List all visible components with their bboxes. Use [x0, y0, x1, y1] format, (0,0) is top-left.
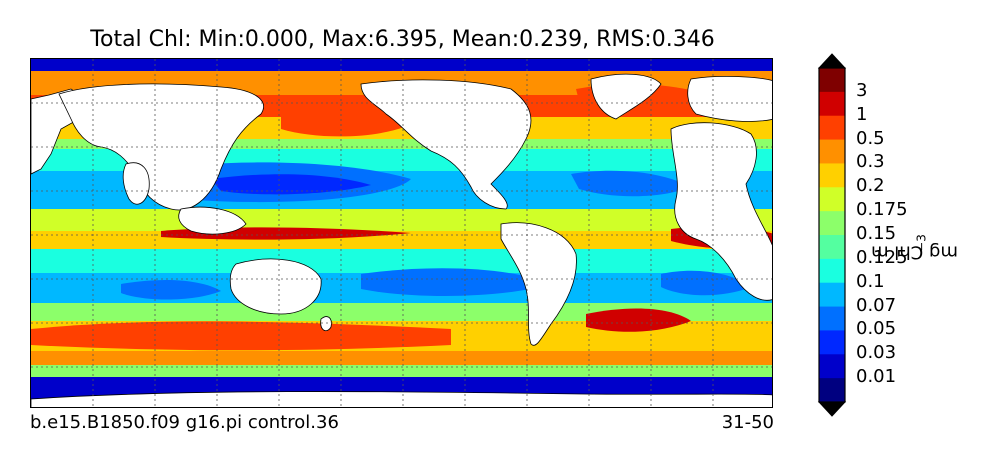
equatorial-band: [31, 209, 772, 231]
colorbar-segment: [819, 282, 845, 308]
indian-ocean-gyre: [121, 279, 221, 300]
map-panel: [30, 58, 773, 408]
patagonian-shelf-bloom: [586, 308, 691, 332]
colorbar-segment: [819, 330, 845, 355]
colorbar-tick-label: 0.03: [856, 342, 897, 364]
colorbar-extend-min: [817, 401, 847, 417]
colorbar-segment: [819, 91, 845, 117]
colorbar-segment: [819, 68, 845, 93]
north-pacific-gyre-core: [211, 174, 371, 195]
map-gridlines: [31, 59, 772, 407]
north-band: [31, 139, 772, 149]
land-africa: [670, 122, 772, 301]
colorbar-segment: [819, 235, 845, 260]
land-north-america: [360, 79, 532, 210]
map-title: Total Chl: Min:0.000, Max:6.395, Mean:0.…: [90, 27, 715, 52]
years-caption: 31-50: [721, 412, 774, 433]
south-pacific-gyre: [361, 268, 551, 296]
colorbar-tick-label: 0.01: [856, 366, 897, 388]
arctic-band: [31, 59, 772, 71]
land-europe: [687, 75, 772, 122]
land-indonesia: [178, 206, 247, 235]
chlorophyll-map: [31, 59, 772, 407]
land-antarctica: [31, 391, 772, 407]
colorbar-tick-label: 0.125: [856, 246, 908, 268]
south-atlantic-gyre: [661, 270, 751, 296]
colorbar-extend-max: [817, 53, 847, 69]
north-atlantic-gyre: [571, 170, 691, 197]
colorbar-tick-label: 0.07: [856, 294, 897, 316]
colorbar-segment: [819, 211, 845, 236]
land-south-america: [500, 222, 577, 346]
colorbar-border: [818, 67, 846, 403]
colorbar-segment: [819, 378, 845, 403]
colorbar-tick-label: 0.3: [856, 151, 885, 173]
southern-productive-band: [31, 351, 772, 365]
land-india: [122, 162, 150, 205]
colorbar-segment: [819, 139, 845, 164]
southern-ocean-bloom: [31, 321, 451, 351]
colorbar-tick-label: 1: [856, 103, 868, 125]
colorbar-tick-label: 0.15: [856, 223, 897, 244]
colorbar-segment: [819, 354, 845, 379]
land-australia: [229, 258, 322, 315]
land-new-zealand: [320, 316, 332, 332]
colorbar-tick-label: 0.1: [856, 270, 885, 292]
colorbar-tick-label: 0.2: [856, 175, 885, 197]
colorbar-tick-label: 0.175: [856, 199, 908, 221]
land-greenland: [590, 73, 662, 120]
colorbar-tick-label: 0.05: [856, 318, 897, 340]
colorbar-segment: [819, 306, 845, 331]
antarctic-band: [31, 365, 772, 377]
colorbar-segment: [819, 258, 845, 284]
colorbar-tick-label: 3: [856, 79, 868, 101]
south-subtropical-band: [31, 249, 772, 273]
colorbar-segment: [819, 115, 845, 141]
colorbar-tick-label: 0.5: [856, 127, 885, 149]
colorbar: [817, 53, 847, 417]
colorbar-segment: [819, 187, 845, 212]
run-name-caption: b.e15.B1850.f09 g16.pi control.36: [30, 412, 339, 433]
colorbar-segment: [819, 163, 845, 188]
